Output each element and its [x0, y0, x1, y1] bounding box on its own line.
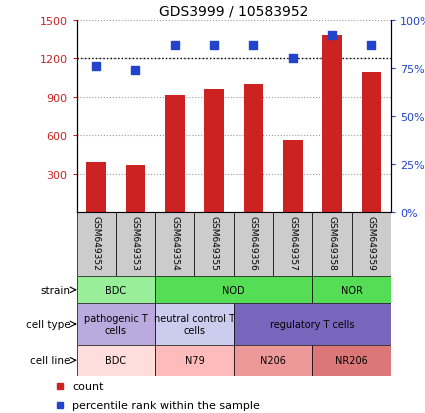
Bar [116, 213, 155, 277]
Text: NOD: NOD [222, 285, 245, 295]
Bar [76, 277, 155, 304]
Title: GDS3999 / 10583952: GDS3999 / 10583952 [159, 4, 309, 18]
Bar [155, 345, 234, 376]
Text: neutral control T
cells: neutral control T cells [154, 313, 235, 335]
Text: GSM649356: GSM649356 [249, 215, 258, 270]
Text: GSM649358: GSM649358 [328, 215, 337, 270]
Bar [312, 277, 391, 304]
Point [93, 64, 99, 70]
Text: count: count [72, 381, 104, 391]
Bar [362, 73, 381, 213]
Text: GSM649353: GSM649353 [131, 215, 140, 270]
Bar [155, 213, 194, 277]
Bar [244, 85, 263, 213]
Bar [155, 304, 234, 345]
Bar [204, 90, 224, 213]
Point [250, 42, 257, 49]
Text: N79: N79 [184, 355, 204, 366]
Text: GSM649354: GSM649354 [170, 215, 179, 270]
Point [329, 33, 335, 39]
Text: cell line: cell line [30, 355, 70, 366]
Bar [76, 304, 155, 345]
Bar [155, 277, 312, 304]
Text: N206: N206 [260, 355, 286, 366]
Point [211, 42, 218, 49]
Text: BDC: BDC [105, 355, 126, 366]
Text: regulatory T cells: regulatory T cells [270, 319, 354, 329]
Text: GSM649355: GSM649355 [210, 215, 218, 270]
Point [132, 67, 139, 74]
Text: GSM649357: GSM649357 [288, 215, 297, 270]
Bar [76, 345, 155, 376]
Bar [194, 213, 234, 277]
Point [368, 42, 375, 49]
Bar [312, 345, 391, 376]
Bar [165, 96, 184, 213]
Bar [126, 165, 145, 213]
Bar [273, 213, 312, 277]
Point [171, 42, 178, 49]
Point [289, 56, 296, 62]
Text: BDC: BDC [105, 285, 126, 295]
Bar [283, 141, 303, 213]
Bar [234, 345, 312, 376]
Text: NOR: NOR [341, 285, 363, 295]
Bar [312, 213, 351, 277]
Bar [234, 213, 273, 277]
Text: percentile rank within the sample: percentile rank within the sample [72, 400, 260, 410]
Bar [86, 163, 106, 213]
Text: NR206: NR206 [335, 355, 368, 366]
Bar [76, 213, 116, 277]
Text: cell type: cell type [26, 319, 70, 329]
Text: GSM649352: GSM649352 [92, 215, 101, 270]
Bar [234, 304, 391, 345]
Text: pathogenic T
cells: pathogenic T cells [84, 313, 148, 335]
Text: strain: strain [40, 285, 70, 295]
Text: GSM649359: GSM649359 [367, 215, 376, 270]
Bar [351, 213, 391, 277]
Bar [322, 36, 342, 213]
